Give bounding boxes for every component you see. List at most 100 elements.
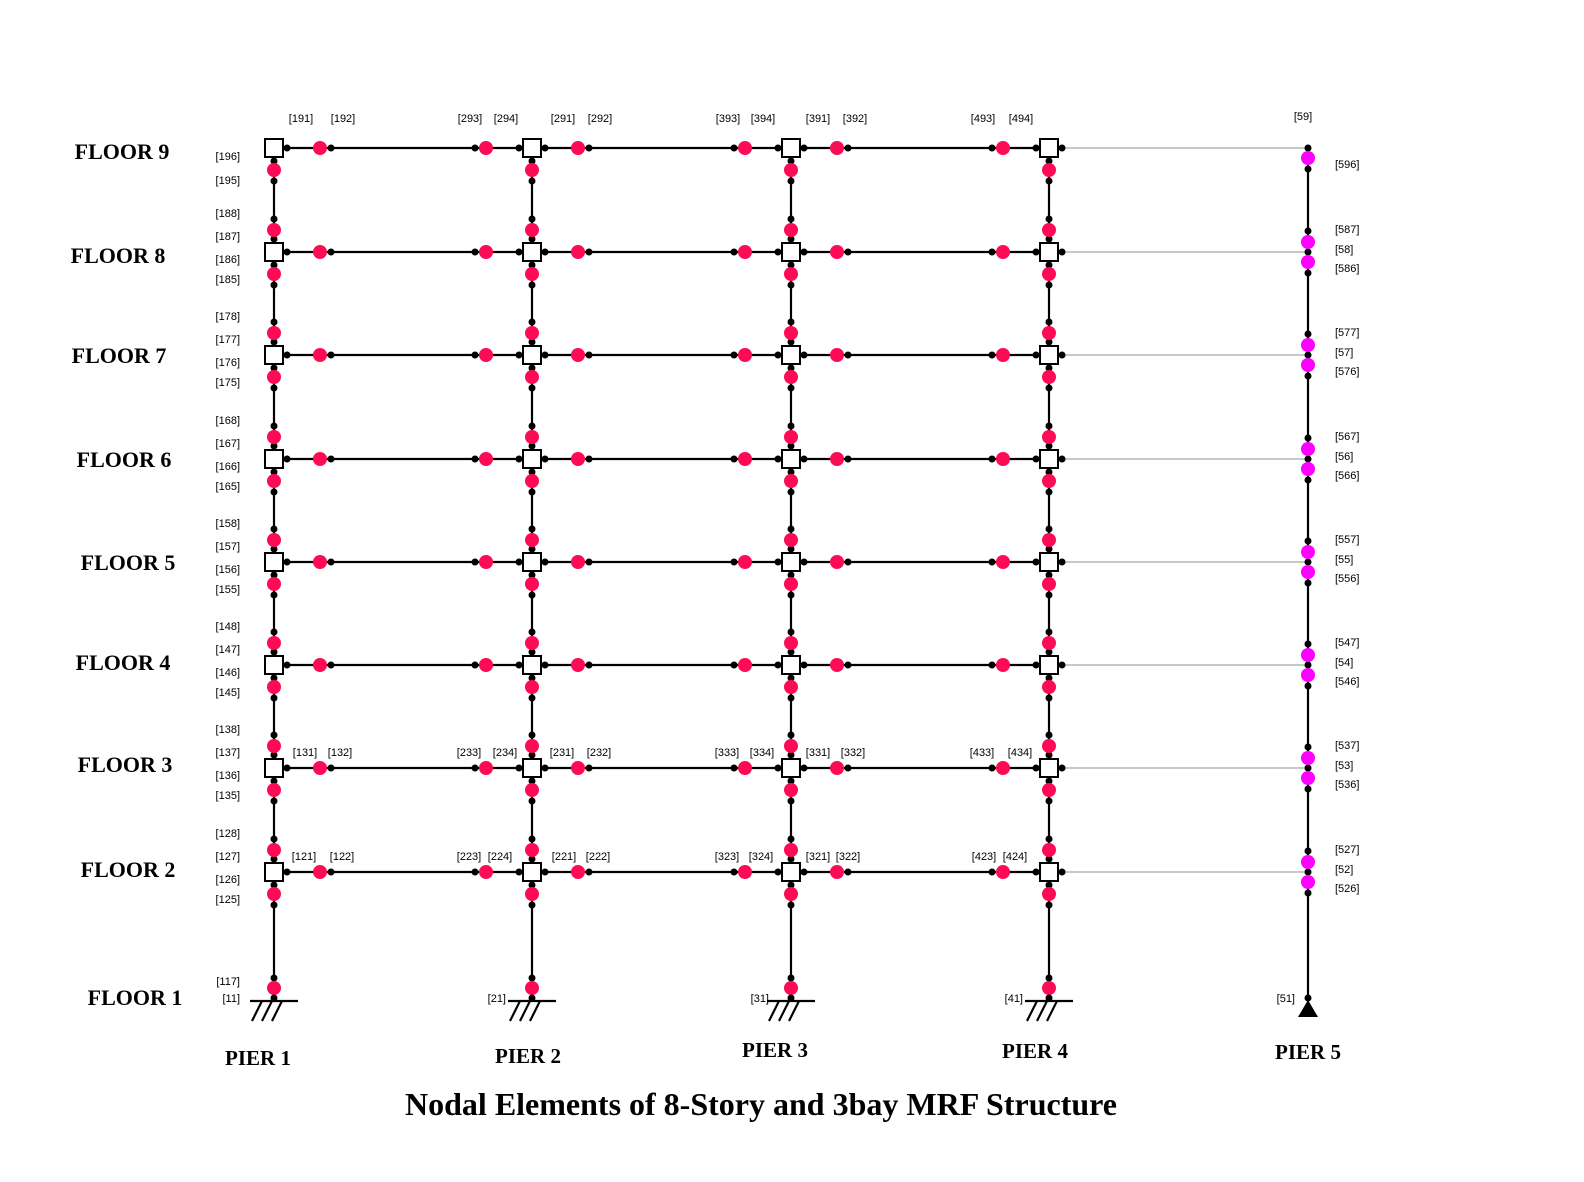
node-dot [1304,434,1312,442]
node-dot [988,351,996,359]
node-dot [270,422,278,430]
node-dot [1304,144,1312,152]
column-hinge [525,577,539,591]
pier5-node-label: [546] [1335,676,1359,688]
column-hinge [1042,267,1056,281]
support-hatch [768,1000,780,1022]
node-dot [327,868,335,876]
node-dot [528,384,536,392]
joint-panel [781,138,801,158]
beam-node-label: [423] [972,851,996,863]
node-dot [1304,889,1312,897]
column-hinge [784,430,798,444]
joint-panel [522,862,542,882]
beam-hinge [996,141,1010,155]
node-dot [1058,661,1066,669]
node-dot [528,694,536,702]
node-dot [515,764,523,772]
node-dot [730,661,738,669]
beam-node-label: [231] [550,747,574,759]
pier5-node-label: [556] [1335,573,1359,585]
pier1-node-label: [157] [216,541,240,553]
column-hinge [784,739,798,753]
diagram-title: Nodal Elements of 8-Story and 3bay MRF S… [405,1086,1117,1122]
beam-hinge [830,555,844,569]
node-dot [787,777,795,785]
column-hinge [784,783,798,797]
pier1-node-label: [117] [216,976,240,988]
node-dot [1304,372,1312,380]
base-hinge [1042,981,1056,995]
column-hinge [1042,370,1056,384]
leaning-hinge [1301,648,1315,662]
node-dot [787,881,795,889]
node-dot [528,442,536,450]
beam-hinge [571,761,585,775]
node-dot [787,994,795,1002]
node-dot [787,442,795,450]
node-dot [270,881,278,889]
leaning-hinge [1301,442,1315,456]
leaning-column-links [1049,147,1308,873]
column-hinge [1042,783,1056,797]
node-dot [787,525,795,533]
node-dot [1045,694,1053,702]
node-dot [1045,855,1053,863]
node-dot [528,364,536,372]
node-dot [270,235,278,243]
beam-node-label: [494] [1009,113,1033,125]
leaning-hinge [1301,235,1315,249]
node-dot [1304,579,1312,587]
floor-label-6: FLOOR 6 [77,447,172,472]
pier1-node-label: [145] [216,687,240,699]
pier1-node-label: [137] [216,747,240,759]
beam-hinge [738,761,752,775]
node-dot [1058,144,1066,152]
node-dot [800,558,808,566]
pier5-node-label: [54] [1335,657,1353,669]
node-dot [528,591,536,599]
node-dot [528,881,536,889]
node-dot [528,488,536,496]
node-dot [800,144,808,152]
node-dot [1045,281,1053,289]
node-dot [844,248,852,256]
beam-node-label: [291] [551,113,575,125]
node-dot [1304,785,1312,793]
node-dot [1045,751,1053,759]
beam-node-label: [292] [588,113,612,125]
pier1-node-label: [195] [216,175,240,187]
node-dot [730,558,738,566]
node-dot [270,364,278,372]
beam-hinge [996,865,1010,879]
node-dot [988,764,996,772]
beam-hinge [996,658,1010,672]
leaning-hinge [1301,338,1315,352]
beam-node-label: [191] [289,113,313,125]
column-hinge [267,533,281,547]
node-dot [1032,144,1040,152]
beam-hinge [313,555,327,569]
column-hinge [1042,474,1056,488]
node-dot [471,661,479,669]
node-dot [270,281,278,289]
column-hinge [784,474,798,488]
pier1-node-label: [196] [216,151,240,163]
column-hinge [784,636,798,650]
node-dot [844,661,852,669]
beam-hinge [479,761,493,775]
node-dot [528,235,536,243]
node-dot [1045,468,1053,476]
node-dot [585,248,593,256]
base-hinge [267,981,281,995]
node-dot [1058,558,1066,566]
column-hinge [525,533,539,547]
node-dot [774,764,782,772]
node-dot [515,351,523,359]
beam-node-label: [221] [552,851,576,863]
pier1-node-label: [158] [216,518,240,530]
node-dot [528,215,536,223]
node-dot [270,648,278,656]
leaning-hinge [1301,255,1315,269]
joint-panel [781,552,801,572]
